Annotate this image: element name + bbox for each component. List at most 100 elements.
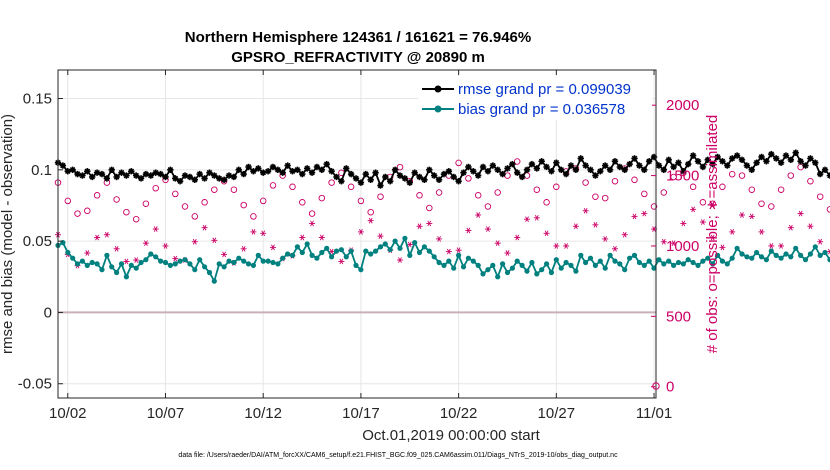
obs-possible-point (728, 170, 736, 178)
rmse-point (748, 166, 755, 174)
bias-point (177, 258, 183, 264)
rmse-point (333, 173, 340, 181)
obs-assimilated-point (572, 223, 579, 230)
bias-point (553, 257, 559, 263)
obs-possible-point (435, 189, 443, 196)
obs-possible-point (807, 177, 814, 185)
rmse-point (220, 176, 228, 184)
rmse-point (567, 162, 575, 169)
bias-point (309, 252, 315, 258)
x-tick-label-2: 10/12 (244, 405, 282, 422)
obs-assimilated-point (533, 214, 540, 221)
bias-point (597, 258, 603, 264)
bias-point (578, 252, 584, 258)
obs-possible-point (474, 192, 482, 199)
bias-point (363, 248, 369, 254)
rmse-point (181, 172, 189, 179)
series-bias (55, 235, 830, 284)
obs-assimilated-point (250, 229, 257, 235)
rmse-point (372, 169, 379, 176)
rmse-point (699, 163, 707, 171)
obs-assimilated-point (621, 231, 628, 238)
obs-possible-point (641, 190, 648, 198)
rmse-point (88, 173, 96, 181)
bias-point (392, 238, 398, 244)
bias-point (143, 257, 149, 263)
bias-point (373, 248, 379, 254)
bias-point (451, 265, 457, 271)
bias-point (768, 248, 774, 254)
rmse-point (533, 165, 540, 172)
bias-point (563, 259, 569, 266)
bias-point (270, 259, 276, 266)
rmse-point (504, 165, 511, 172)
rmse-point (435, 176, 443, 184)
obs-possible-point (211, 186, 218, 193)
bias-point (519, 262, 525, 268)
bias-point (612, 258, 618, 264)
rmse-point (587, 166, 594, 174)
bias-point (754, 249, 760, 256)
obs-assimilated-point (416, 223, 423, 230)
bias-point (592, 262, 599, 268)
rmse-point (660, 166, 668, 174)
obs-possible-point (191, 213, 199, 220)
obs-assimilated-point (778, 243, 785, 249)
rmse-point (69, 166, 76, 174)
bias-point (397, 245, 403, 251)
rmse-point (694, 158, 702, 165)
obs-possible-point (328, 179, 335, 186)
obs-assimilated-point (641, 210, 648, 217)
rmse-point (240, 170, 247, 178)
rmse-point (382, 173, 389, 181)
bias-point (739, 251, 745, 257)
bias-point (138, 259, 144, 266)
bias-point (446, 258, 452, 264)
rmse-point (626, 160, 633, 168)
rmse-point (201, 175, 208, 182)
x-tick-label-1: 10/07 (147, 405, 185, 422)
rmse-point (709, 160, 716, 168)
legend-rmse-marker (434, 85, 442, 93)
bias-point (480, 271, 486, 277)
rmse-point (465, 163, 472, 171)
x-tick-label-3: 10/17 (342, 405, 380, 422)
rmse-point (323, 160, 330, 168)
rmse-point (250, 168, 257, 175)
rmse-point (279, 169, 286, 176)
bias-point (123, 274, 129, 280)
obs-possible-point (201, 199, 208, 206)
bias-point (763, 257, 770, 263)
rmse-point (719, 158, 726, 165)
obs-assimilated-point (260, 230, 267, 237)
rmse-point (132, 172, 140, 179)
y2-axis-ticks: 0 500 1000 1500 2000 (651, 97, 699, 396)
bias-point (715, 252, 721, 258)
bias-point (202, 264, 208, 270)
rmse-point (655, 162, 663, 169)
obs-assimilated-point (768, 243, 775, 249)
y-tick-label-3: 0.1 (31, 162, 52, 179)
rmse-point (675, 159, 682, 166)
bias-point (495, 274, 501, 280)
series-obs-possible (54, 158, 830, 223)
rmse-point (113, 173, 120, 181)
rmse-point (416, 173, 423, 181)
bias-point (324, 245, 330, 251)
obs-possible-point (152, 184, 159, 192)
rmse-point (167, 166, 174, 174)
bias-point (534, 271, 540, 277)
obs-possible-point (582, 179, 589, 186)
bias-point (192, 267, 198, 273)
rmse-point (118, 169, 125, 176)
rmse-point (411, 169, 418, 176)
bias-point (109, 264, 115, 270)
bias-point (314, 255, 320, 261)
obs-possible-point (553, 183, 560, 191)
rmse-point (558, 166, 565, 174)
x-tick-label-5: 10/27 (538, 405, 576, 422)
bias-point (827, 257, 830, 263)
bias-point (162, 259, 169, 266)
rmse-point (103, 175, 111, 182)
rmse-point (592, 172, 599, 179)
